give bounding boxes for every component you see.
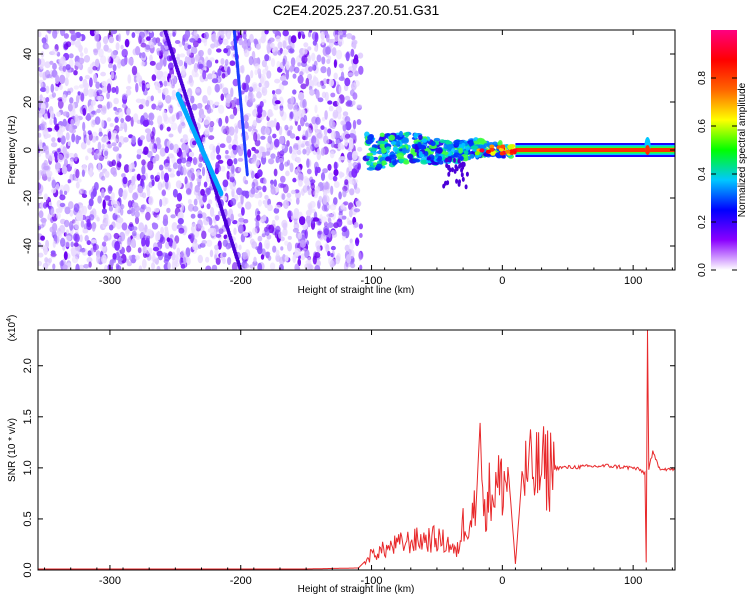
- snr-y-tick-label: 1.5: [22, 409, 34, 424]
- snr-series-line: [38, 330, 675, 570]
- snr-y-label: SNR (10 * v/v): [7, 418, 18, 482]
- colorbar-tick-label: 0.4: [697, 167, 708, 181]
- colorbar-ticks: 0.0 0.2 0.4 0.6 0.8: [697, 71, 737, 277]
- spectrogram-y-tick-label: -40: [22, 238, 34, 254]
- snr-y-tick-label: 2.0: [22, 358, 34, 373]
- spectrogram-y-tick-label: 20: [22, 96, 34, 108]
- spectrogram-y-tick-label: 40: [22, 48, 34, 60]
- snr-y-exponent-base: (x10: [7, 321, 18, 341]
- spectrogram-x-tick-label: 100: [624, 275, 642, 287]
- colorbar-label: Normalized spectral amplitude: [737, 82, 748, 217]
- spectrogram-x-label: Height of straight line (km): [298, 285, 415, 296]
- snr-x-tick-label: 100: [624, 575, 642, 587]
- colorbar-tick-label: 0.2: [697, 215, 708, 229]
- snr-x-tick-label: 0: [499, 575, 505, 587]
- snr-y-tick-label: 1.0: [22, 460, 34, 475]
- snr-x-tick-label: -100: [361, 575, 383, 587]
- colorbar-tick-label: 0.0: [697, 263, 708, 277]
- spectrogram-x-tick-label: -300: [99, 275, 121, 287]
- spectrogram-y-tick-label: 0: [22, 147, 34, 153]
- colorbar: 0.0 0.2 0.4 0.6 0.8 Normalized spectral ampl…: [697, 30, 748, 277]
- colorbar-tick-label: 0.8: [697, 71, 708, 85]
- snr-x-label: Height of straight line (km): [298, 584, 415, 595]
- spectrogram-x-tick-label: 0: [499, 275, 505, 287]
- spectrogram-signal: [362, 130, 675, 190]
- colorbar-tick-label: 0.6: [697, 119, 708, 133]
- snr-x-tick-label: -300: [99, 575, 121, 587]
- snr-y-tick-label: 0.5: [22, 511, 34, 526]
- spectrogram-y-label: Frequency (Hz): [7, 116, 18, 185]
- colorbar-gradient: [711, 30, 737, 270]
- spectrogram-x-tick-label: -200: [230, 275, 252, 287]
- snr-panel: -300 -200 -100 0 100 0.0 0.5 1.0 1.5 2.0 Height …: [6, 315, 676, 595]
- snr-y-ticks: 0.0 0.5 1.0 1.5 2.0: [22, 358, 675, 578]
- spectrogram-x-ticks: -300 -200 -100 0 100: [44, 30, 673, 287]
- snr-y-tick-label: 0.0: [22, 562, 34, 577]
- figure-title: C2E4.2025.237.20.51.G31: [273, 2, 440, 18]
- svg-text:(x104): (x104): [6, 315, 18, 342]
- spectrogram-y-ticks: -40 -20 0 20 40: [22, 48, 675, 254]
- snr-x-tick-label: -200: [230, 575, 252, 587]
- snr-y-exponent-close: ): [7, 315, 18, 318]
- snr-background: [38, 330, 675, 570]
- snr-y-exponent-sup: 4: [6, 318, 13, 322]
- spectrogram-noise: [38, 30, 364, 270]
- snr-frame: [37, 329, 676, 571]
- spectrogram-y-tick-label: -20: [22, 190, 34, 206]
- snr-x-ticks: -300 -200 -100 0 100: [44, 330, 673, 587]
- spectrogram-x-tick-label: -100: [361, 275, 383, 287]
- snr-y-exponent: (x104): [6, 315, 18, 342]
